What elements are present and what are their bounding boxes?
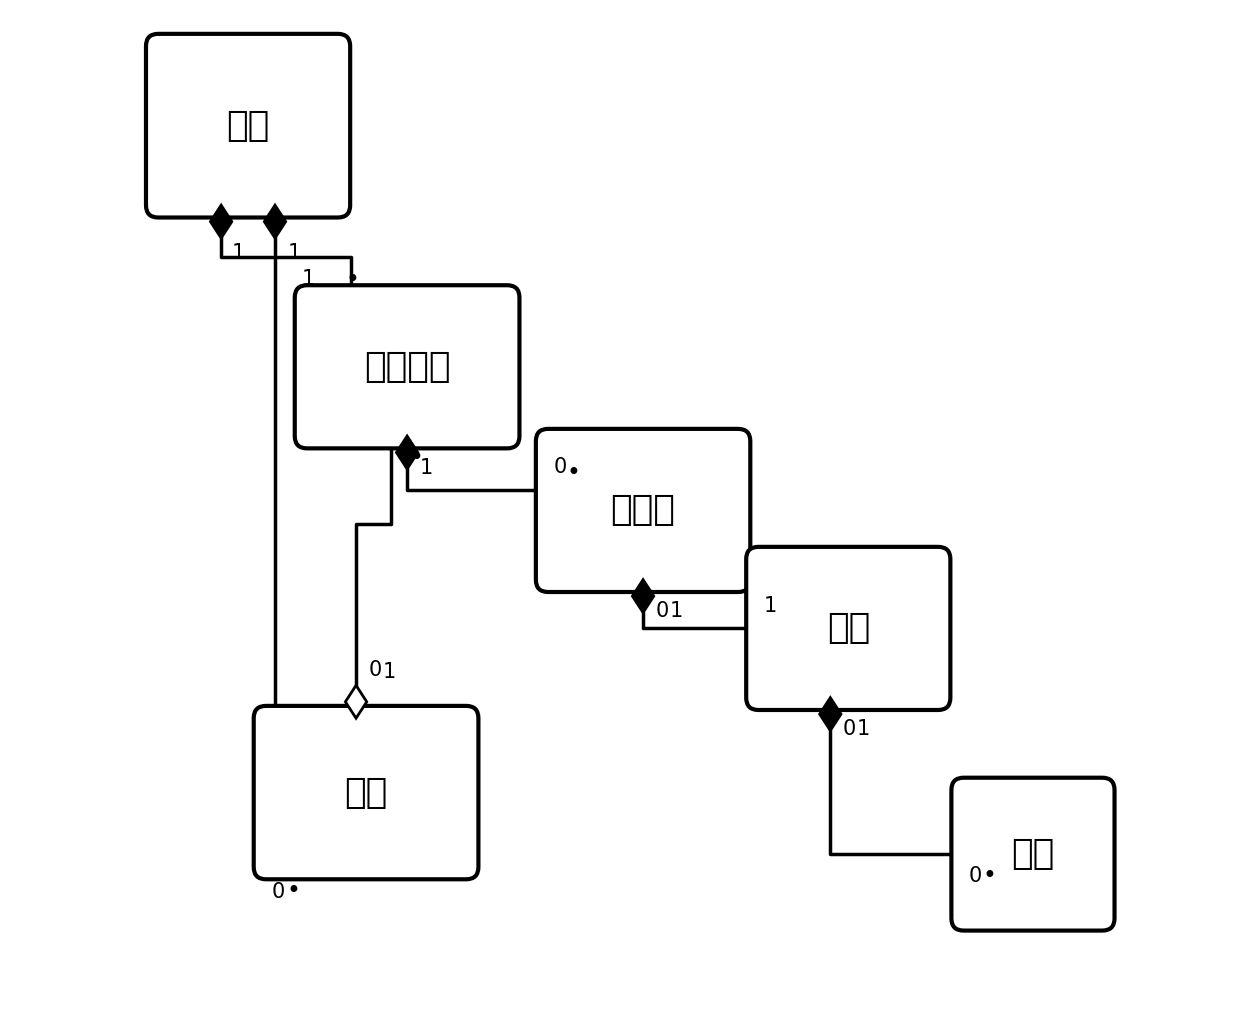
Polygon shape [264,205,285,238]
FancyBboxPatch shape [254,706,479,879]
FancyBboxPatch shape [536,429,750,592]
FancyBboxPatch shape [146,34,350,218]
Text: 厂站: 厂站 [227,109,270,143]
Polygon shape [346,685,367,718]
Text: •: • [982,864,996,889]
Text: 1: 1 [232,243,244,263]
Text: 1: 1 [764,596,777,616]
Text: •: • [567,461,580,484]
Text: 1: 1 [383,663,396,682]
Polygon shape [397,436,418,469]
FancyBboxPatch shape [746,547,950,710]
Text: 电压等级: 电压等级 [363,350,450,384]
Polygon shape [632,580,653,613]
Text: 1: 1 [301,270,315,289]
Text: 馈线: 馈线 [345,776,388,810]
Text: •: • [409,446,423,470]
Text: 0: 0 [843,719,856,739]
Text: 1: 1 [670,601,683,621]
Text: 0: 0 [272,882,284,902]
Text: 里测: 里测 [1012,837,1054,871]
Text: 0: 0 [397,444,409,464]
FancyBboxPatch shape [295,285,520,448]
Text: 0: 0 [553,458,567,477]
Text: •: • [286,879,300,903]
FancyBboxPatch shape [951,778,1115,931]
Text: 0: 0 [968,866,982,886]
Text: 0: 0 [368,661,382,680]
Polygon shape [211,205,232,238]
Text: 1: 1 [288,243,300,263]
Polygon shape [820,698,841,731]
Text: •: • [346,269,360,292]
Text: 光伏站: 光伏站 [610,494,676,527]
Text: 端点: 端点 [827,611,870,645]
Text: 0: 0 [656,601,668,621]
Text: 1: 1 [419,458,433,477]
Text: 1: 1 [857,719,870,739]
